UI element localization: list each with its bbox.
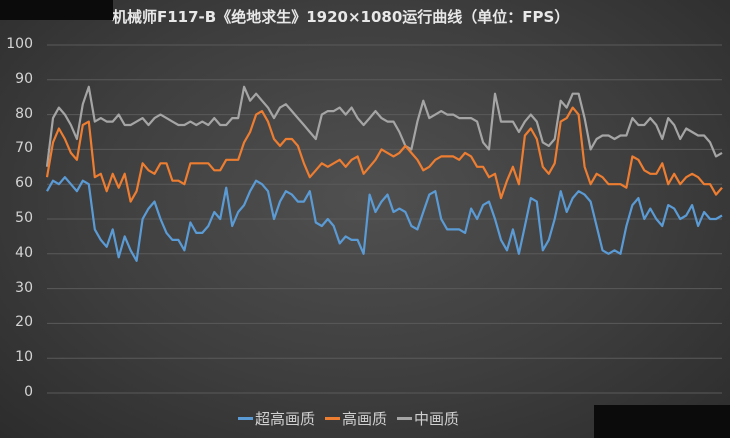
y-tick-label: 60 (15, 175, 33, 192)
legend-label-medium: 中画质 (414, 410, 460, 428)
legend-swatch-ultra (238, 417, 253, 420)
legend-item-high: 高画质 (325, 408, 387, 429)
y-tick-label: 20 (15, 314, 33, 331)
y-tick-label: 30 (15, 279, 33, 296)
redaction-box-bottom-right (594, 405, 730, 438)
chart-title: 机械师F117-B《绝地求生》1920×1080运行曲线（单位：FPS） (112, 8, 570, 26)
legend-item-ultra: 超高画质 (238, 408, 315, 429)
y-tick-label: 0 (24, 384, 33, 400)
legend-label-ultra: 超高画质 (255, 410, 316, 428)
series-line (45, 106, 723, 203)
y-tick-label: 40 (15, 244, 33, 261)
y-tick-label: 50 (15, 210, 33, 226)
legend-item-medium: 中画质 (397, 408, 459, 429)
y-tick-label: 90 (15, 70, 33, 87)
series-line (46, 176, 723, 262)
y-tick-label: 70 (15, 140, 33, 157)
redaction-box-top-left (0, 0, 113, 20)
legend-swatch-high (325, 417, 341, 420)
y-tick-label: 10 (15, 349, 33, 366)
y-tick-label: 100 (6, 36, 33, 52)
legend-label-high: 高画质 (342, 410, 388, 428)
series-line (45, 85, 723, 167)
y-tick-label: 80 (15, 105, 33, 122)
legend: 超高画质 高画质 中画质 (238, 408, 459, 429)
legend-swatch-medium (397, 417, 413, 420)
